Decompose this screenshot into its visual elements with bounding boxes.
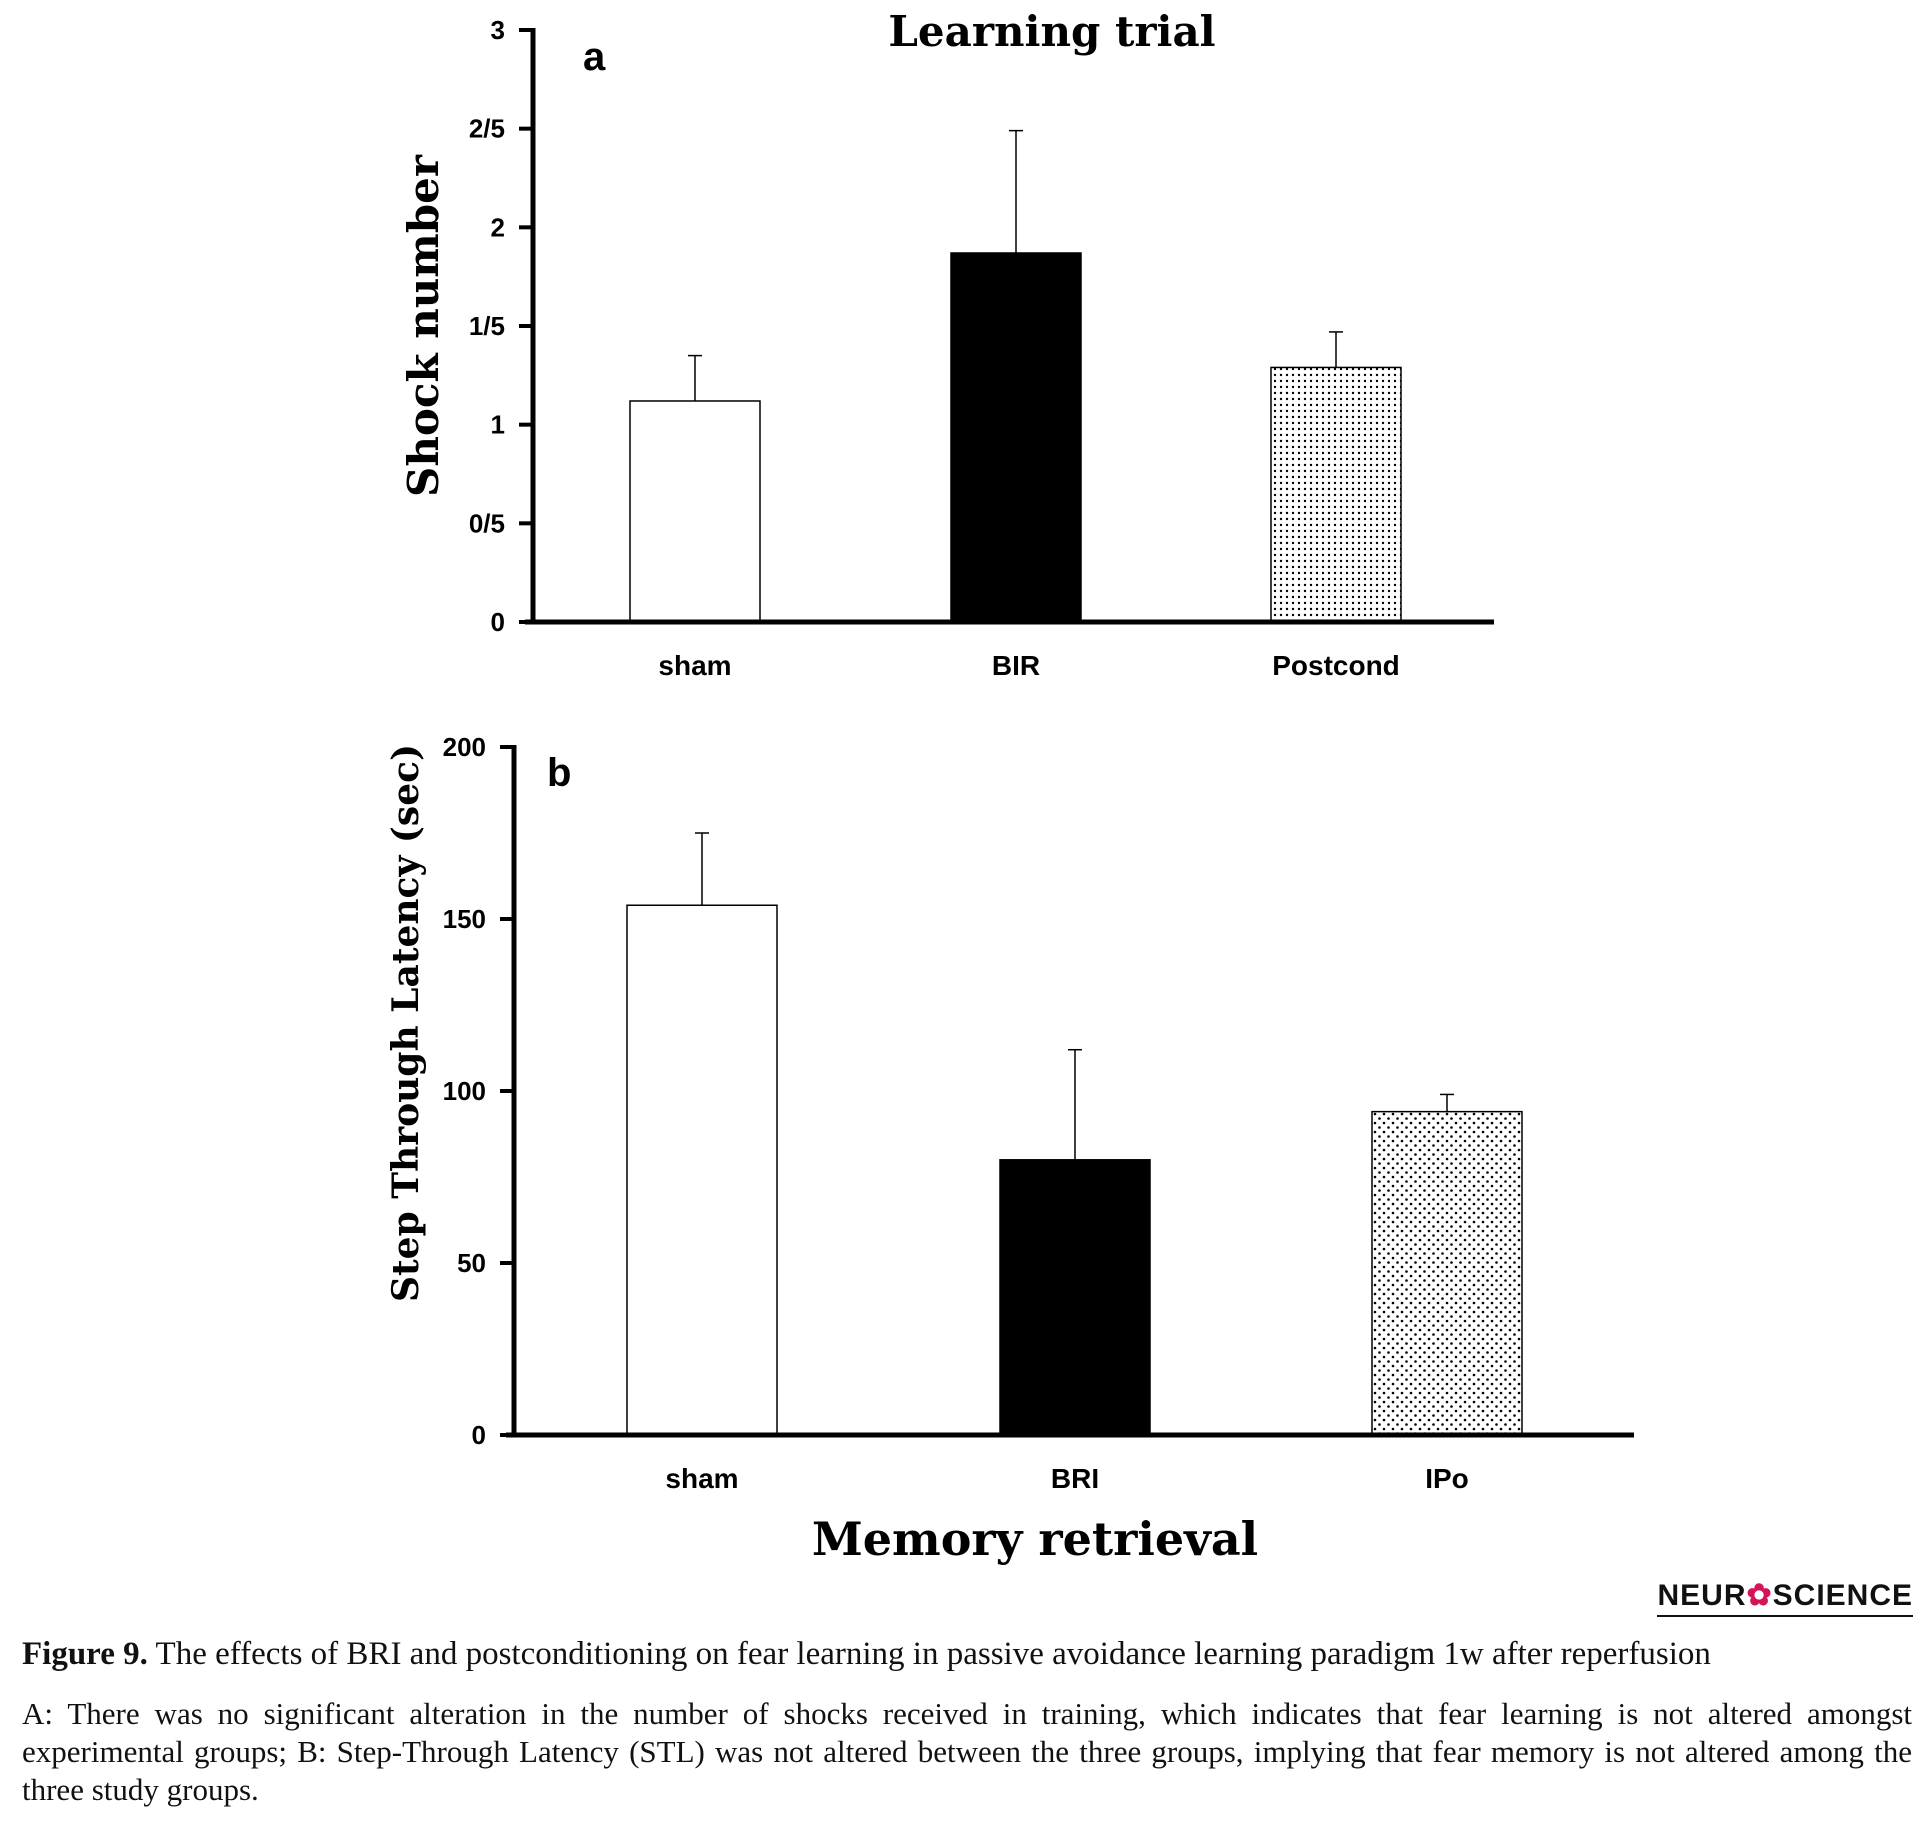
x-tick-label: BIR [992, 650, 1040, 681]
chart-b-panel-label: b [547, 751, 571, 795]
y-tick-label: 0 [491, 607, 505, 637]
chart-a-panel-label: a [583, 35, 606, 79]
chart-a-y-axis-label: Shock number [399, 154, 448, 497]
bar-sham [629, 400, 761, 623]
x-tick-label: IPo [1425, 1463, 1469, 1494]
bar-sham [626, 904, 778, 1436]
x-tick-label: Postcond [1272, 650, 1400, 681]
flower-icon: ✿ [1746, 1579, 1773, 1612]
y-tick-label: 0 [472, 1420, 486, 1450]
chart-panel-b: b Step Through Latency (sec) 0 50 100 150 20… [385, 732, 1634, 1566]
caption-figure-title: The effects of BRI and postconditioning … [155, 1636, 1711, 1672]
chart-a-error-bars [688, 129, 1343, 401]
chart-b-bars [626, 904, 1523, 1436]
neuroscience-logo: NEUR✿SCIENCE [1657, 1578, 1913, 1617]
bar-bir [950, 252, 1082, 623]
y-tick-label: 50 [457, 1248, 486, 1278]
bar-bri [999, 1159, 1151, 1436]
y-tick-label: 0/5 [469, 508, 505, 538]
chart-b-y-ticks: 0 50 100 150 200 [443, 732, 514, 1450]
y-tick-label: 100 [443, 1076, 486, 1106]
logo-text-right: SCIENCE [1772, 1579, 1913, 1612]
chart-a-bars [629, 252, 1402, 623]
y-tick-label: 3 [491, 15, 505, 45]
caption-body: A: There was no significant alteration i… [22, 1696, 1912, 1807]
chart-b-error-bars [695, 832, 1454, 1160]
chart-a-title: Learning trial [888, 7, 1215, 56]
y-tick-label: 1/5 [469, 311, 505, 341]
chart-b-y-axis-label: Step Through Latency (sec) [385, 744, 427, 1302]
y-tick-label: 1 [491, 410, 505, 440]
caption-title-line: Figure 9. The effects of BRI and postcon… [22, 1636, 1912, 1673]
chart-b-x-axis-label: Memory retrieval [812, 1512, 1258, 1566]
y-tick-label: 2/5 [469, 114, 505, 144]
chart-a-y-ticks: 0 0/5 1 1/5 2 2/5 3 [469, 15, 533, 637]
y-tick-label: 2 [491, 212, 505, 242]
caption-figure-label: Figure 9. [22, 1636, 148, 1672]
y-tick-label: 150 [443, 904, 486, 934]
figure-caption: Figure 9. The effects of BRI and postcon… [22, 1636, 1912, 1809]
chart-panel-a: Learning trial a Shock number 0 0/5 1 1/5 2 2… [399, 7, 1494, 681]
logo-text-left: NEUR [1657, 1579, 1747, 1612]
chart-b-x-tick-labels: sham BRI IPo [665, 1463, 1468, 1494]
x-tick-label: BRI [1051, 1463, 1099, 1494]
x-tick-label: sham [665, 1463, 738, 1494]
y-tick-label: 200 [443, 732, 486, 762]
bar-ipo [1371, 1110, 1523, 1436]
x-tick-label: sham [658, 650, 731, 681]
bar-postcond [1270, 366, 1402, 623]
chart-a-x-tick-labels: sham BIR Postcond [658, 650, 1399, 681]
